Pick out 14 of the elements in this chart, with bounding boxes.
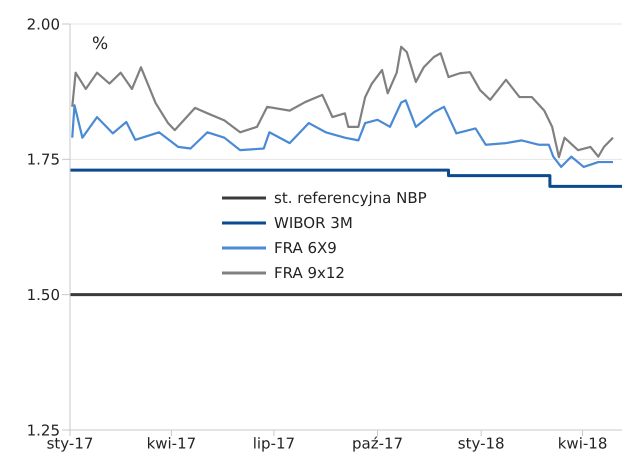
x-tick-label: kwi-18 (558, 434, 608, 453)
legend-label: WIBOR 3M (274, 214, 353, 232)
x-tick-label: kwi-17 (146, 434, 196, 453)
y-tick-label: 1.75 (26, 150, 60, 169)
legend-label: FRA 6X9 (274, 238, 337, 256)
x-tick-label: sty-18 (458, 434, 505, 453)
y-tick-label: 1.50 (26, 286, 60, 304)
legend-label: st. referencyjna NBP (274, 188, 427, 206)
line-series (71, 99, 614, 168)
y-tick-label: 2.00 (26, 15, 60, 34)
x-tick-label: lip-17 (252, 434, 296, 453)
x-tick-label: paź-17 (352, 434, 404, 453)
legend-label: FRA 9x12 (274, 264, 345, 282)
annotation: % (92, 34, 108, 54)
